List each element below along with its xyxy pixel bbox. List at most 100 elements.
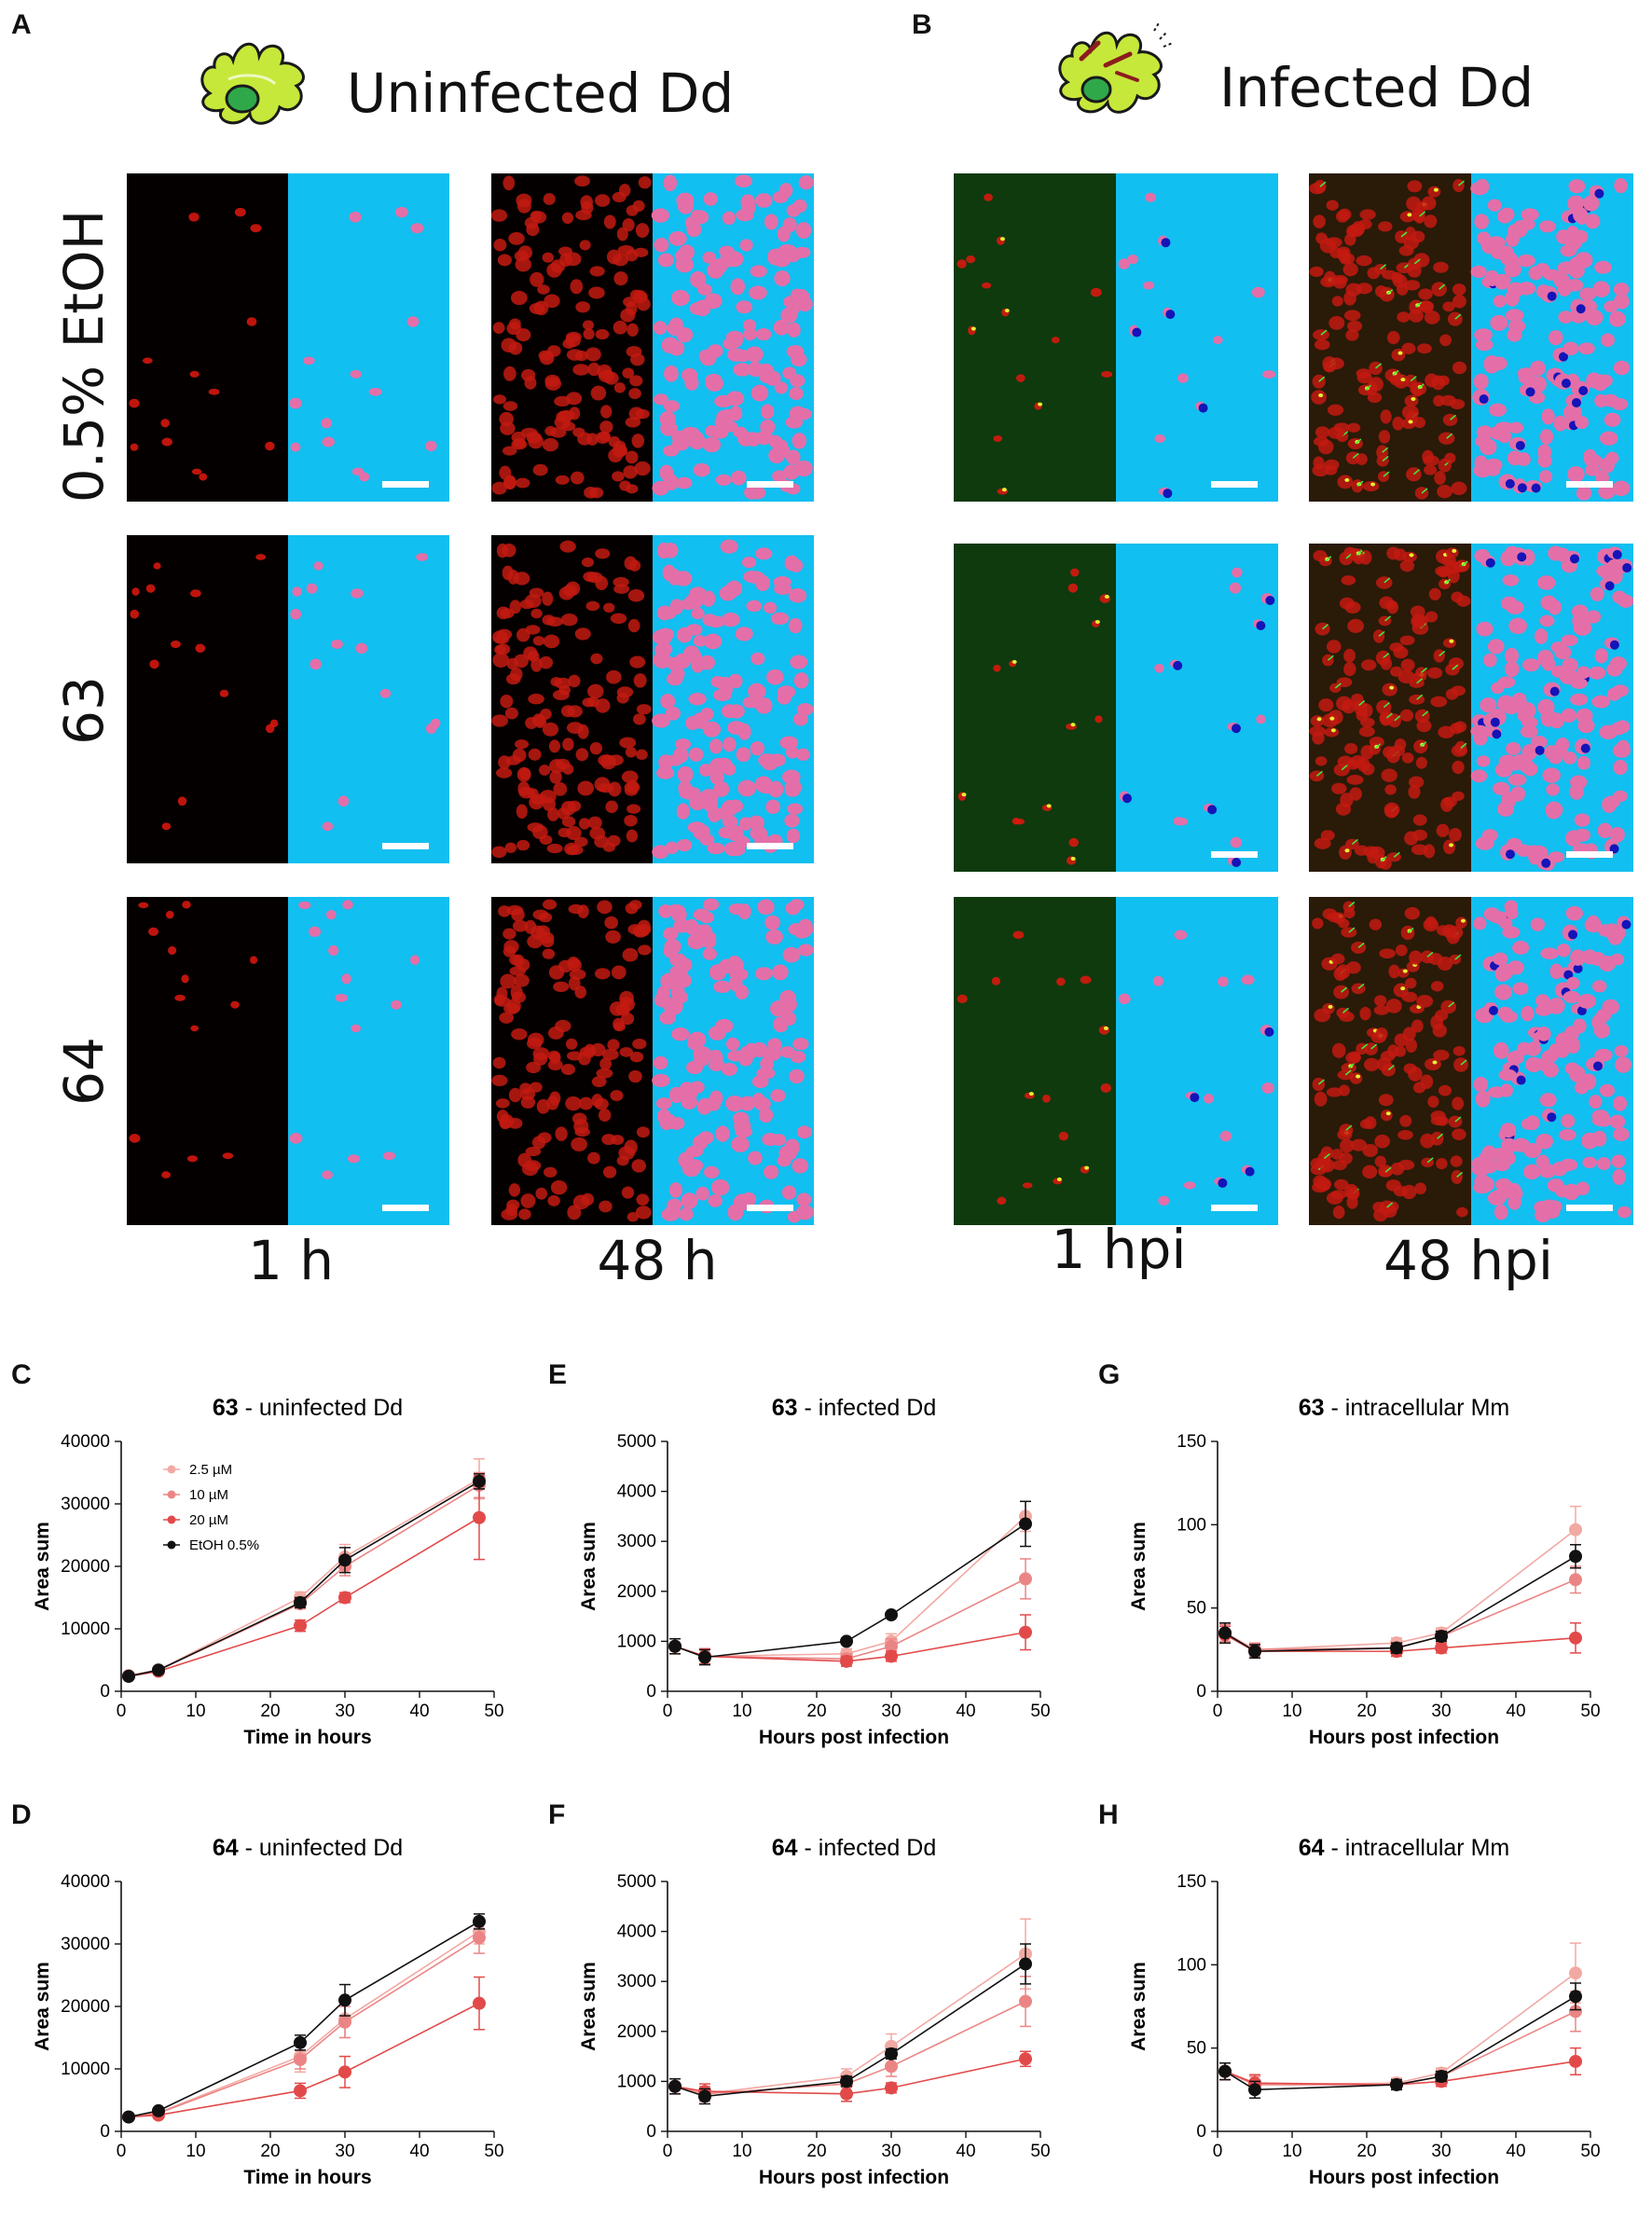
y-axis-label: Area sum bbox=[578, 1962, 599, 2051]
x-axis-label: Hours post infection bbox=[1309, 2167, 1499, 2188]
series-line bbox=[674, 1578, 1026, 1660]
data-point bbox=[1435, 1630, 1448, 1644]
data-point bbox=[1569, 1631, 1582, 1645]
data-point bbox=[668, 2079, 681, 2093]
time-label-48hpi: 48 hpi bbox=[1384, 1229, 1553, 1292]
chart-title: 64 - intracellular Mm bbox=[1299, 1835, 1509, 1861]
data-point bbox=[152, 1663, 165, 1677]
data-point bbox=[473, 1996, 486, 2010]
legend-label: 20 µM bbox=[189, 1512, 228, 1528]
x-tick-label: 0 bbox=[1213, 1702, 1223, 1721]
data-point bbox=[338, 2065, 351, 2079]
x-tick-label: 20 bbox=[806, 1702, 826, 1721]
y-tick-label: 4000 bbox=[617, 1482, 656, 1502]
x-tick-label: 20 bbox=[806, 2142, 826, 2161]
y-tick-label: 1000 bbox=[617, 2072, 656, 2091]
data-point bbox=[840, 1634, 853, 1648]
y-axis-label: Area sum bbox=[32, 1962, 53, 2051]
chart-c: 63 - uninfected Dd 0 10 20 30 40 50 0 10000 20000… bbox=[32, 1395, 504, 1748]
chart-legend: 2.5 µM 10 µM 20 µM EtOH 0.5% bbox=[163, 1462, 259, 1553]
x-tick-label: 0 bbox=[663, 1702, 673, 1721]
chart-f: 64 - infected Dd 0 10 20 30 40 50 0 1000 2000 3000… bbox=[578, 1835, 1051, 2188]
data-point bbox=[1248, 2083, 1261, 2097]
chart-title: 63 - uninfected Dd bbox=[213, 1395, 403, 1421]
x-tick-label: 10 bbox=[1282, 1702, 1301, 1721]
data-point bbox=[885, 2060, 898, 2074]
y-tick-label: 3000 bbox=[617, 1972, 656, 1992]
chart-title: 64 - infected Dd bbox=[772, 1835, 937, 1861]
x-tick-label: 30 bbox=[1431, 2142, 1451, 2161]
x-tick-label: 50 bbox=[1030, 1702, 1050, 1721]
series-line bbox=[1224, 1995, 1576, 2091]
y-axis-label: Area sum bbox=[1128, 1962, 1150, 2051]
y-tick-label: 40000 bbox=[61, 1872, 110, 1892]
panel-letter-e: E bbox=[548, 1359, 568, 1390]
panel-letter-c: C bbox=[11, 1359, 32, 1390]
uninfected-cell-icon bbox=[186, 28, 326, 145]
data-point bbox=[473, 1474, 486, 1488]
chart-title: 63 - intracellular Mm bbox=[1299, 1395, 1509, 1421]
chart-d: 64 - uninfected Dd 0 10 20 30 40 50 0 10000 20000… bbox=[32, 1835, 504, 2188]
microscopy-image bbox=[127, 173, 449, 502]
x-tick-label: 40 bbox=[956, 2142, 975, 2161]
x-tick-label: 0 bbox=[117, 2142, 127, 2161]
time-label-48h: 48 h bbox=[597, 1229, 718, 1292]
chart-e: 63 - infected Dd 0 10 20 30 40 50 0 1000 2000 3000… bbox=[578, 1395, 1051, 1748]
data-point bbox=[1569, 2054, 1582, 2068]
series-line bbox=[1224, 1972, 1576, 2086]
data-point bbox=[840, 1654, 853, 1668]
infected-cell-icon bbox=[1044, 17, 1184, 133]
legend-label: 2.5 µM bbox=[189, 1462, 232, 1478]
data-point bbox=[122, 2110, 135, 2124]
x-tick-label: 20 bbox=[260, 2142, 280, 2161]
panel-letter-h: H bbox=[1098, 1799, 1119, 1830]
x-tick-label: 50 bbox=[484, 1702, 503, 1721]
x-tick-label: 0 bbox=[663, 2142, 673, 2161]
data-point bbox=[1019, 1957, 1032, 1971]
row-label-etoh: 0.5% EtOH bbox=[52, 209, 116, 503]
data-point bbox=[338, 1993, 351, 2007]
y-tick-label: 3000 bbox=[617, 1532, 656, 1551]
series-line bbox=[1224, 1529, 1576, 1651]
data-point bbox=[1569, 1573, 1582, 1587]
microscopy-image bbox=[127, 535, 449, 863]
data-point bbox=[473, 1914, 486, 1928]
microscopy-image bbox=[954, 544, 1278, 872]
data-point bbox=[1435, 2070, 1448, 2084]
x-tick-label: 10 bbox=[186, 2142, 205, 2161]
x-tick-label: 10 bbox=[732, 2142, 751, 2161]
data-point bbox=[885, 2081, 898, 2095]
panel-letter-f: F bbox=[548, 1799, 566, 1830]
chart-h: 64 - intracellular Mm 0 10 20 30 40 50 0 50 100 15… bbox=[1128, 1835, 1601, 2188]
y-tick-label: 2000 bbox=[617, 2022, 656, 2042]
data-point bbox=[1390, 2077, 1403, 2091]
y-tick-label: 0 bbox=[100, 1682, 110, 1702]
x-tick-label: 40 bbox=[956, 1702, 975, 1721]
x-axis-label: Hours post infection bbox=[759, 1727, 949, 1748]
x-tick-label: 50 bbox=[1580, 1702, 1600, 1721]
x-tick-label: 30 bbox=[1431, 1702, 1451, 1721]
data-point bbox=[1569, 2005, 1582, 2019]
x-tick-label: 10 bbox=[732, 1702, 751, 1721]
row-label-63: 63 bbox=[52, 676, 116, 745]
x-tick-label: 40 bbox=[1506, 2142, 1525, 2161]
y-tick-label: 150 bbox=[1177, 1432, 1206, 1452]
data-point bbox=[1218, 2064, 1232, 2078]
x-tick-label: 30 bbox=[335, 1702, 354, 1721]
microscopy-image bbox=[127, 897, 449, 1225]
data-point bbox=[473, 1931, 486, 1945]
data-point bbox=[885, 1649, 898, 1663]
x-tick-label: 0 bbox=[117, 1702, 127, 1721]
data-point bbox=[1569, 1550, 1582, 1564]
x-tick-label: 10 bbox=[186, 1702, 205, 1721]
x-tick-label: 30 bbox=[881, 1702, 901, 1721]
chart-title: 64 - uninfected Dd bbox=[213, 1835, 403, 1861]
series-line bbox=[128, 1478, 480, 1677]
legend-label: 10 µM bbox=[189, 1487, 228, 1503]
data-point bbox=[840, 2074, 853, 2088]
time-label-1h: 1 h bbox=[247, 1229, 335, 1292]
legend-label: EtOH 0.5% bbox=[189, 1537, 259, 1553]
microscopy-image bbox=[954, 173, 1278, 502]
y-tick-label: 50 bbox=[1187, 2039, 1206, 2059]
microscopy-image bbox=[1309, 544, 1633, 872]
